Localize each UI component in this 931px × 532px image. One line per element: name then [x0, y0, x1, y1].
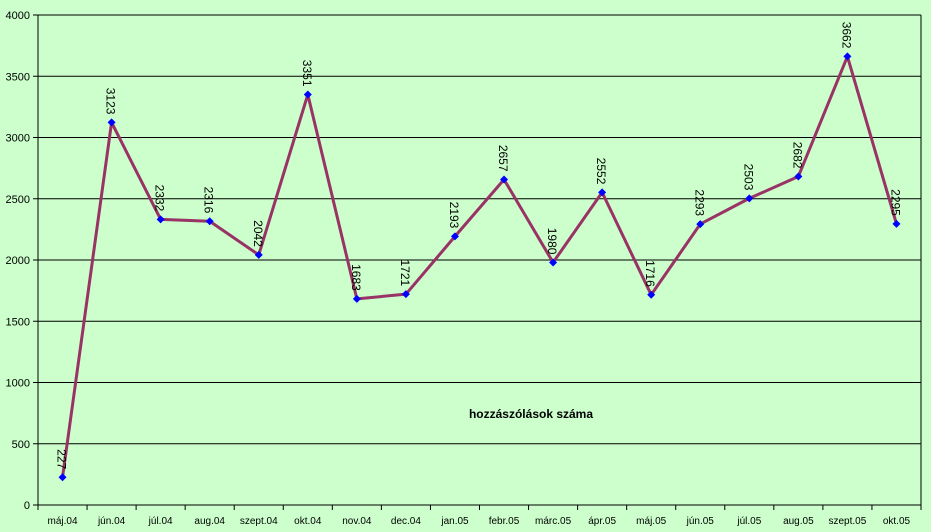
y-tick-label: 1000: [6, 378, 30, 390]
gridlines: [38, 14, 921, 445]
y-tick-label: 0: [24, 500, 30, 512]
data-label: 2295: [888, 189, 902, 216]
y-tick-label: 500: [12, 439, 30, 451]
data-point: [107, 118, 116, 127]
y-tick-label: 2500: [6, 194, 30, 206]
data-point: [401, 290, 410, 299]
data-label: 2657: [496, 145, 510, 172]
data-point: [303, 90, 312, 99]
y-tick-label: 4000: [6, 10, 30, 22]
x-tick-label: jún.04: [97, 516, 126, 527]
data-label: 2332: [153, 185, 167, 212]
data-label: 227: [55, 449, 69, 469]
x-tick-label: jan.05: [440, 516, 469, 527]
data-label: 2316: [202, 187, 216, 214]
x-tick-label: aug.04: [194, 516, 225, 527]
data-point: [647, 290, 656, 299]
data-point: [843, 52, 852, 61]
data-point: [696, 220, 705, 229]
data-label: 2293: [692, 189, 706, 216]
data-point: [892, 219, 901, 228]
x-tick-label: febr.05: [489, 516, 520, 527]
data-point: [500, 175, 509, 184]
data-point: [794, 172, 803, 181]
y-tick-label: 3000: [6, 133, 30, 145]
x-tick-label: júl.05: [736, 516, 761, 527]
x-tick-label: szept.04: [240, 516, 278, 527]
data-label: 2193: [447, 202, 461, 229]
data-point: [58, 473, 67, 482]
data-label: 3662: [839, 22, 853, 49]
data-label: 1721: [398, 259, 412, 286]
axes: 0 500 1000 1500 2000 2500 3000 3500 4000 máj.04 jú…: [6, 10, 922, 527]
x-tick-label: jún.05: [686, 516, 715, 527]
series-line: [61, 54, 898, 478]
data-label: 3123: [104, 88, 118, 115]
x-tick-label: okt.04: [294, 516, 322, 527]
data-label: 1683: [349, 264, 363, 291]
data-label: 2552: [594, 158, 608, 185]
data-label: 2503: [741, 164, 755, 191]
data-point: [450, 232, 459, 241]
y-tick-label: 3500: [6, 71, 30, 83]
x-tick-label: dec.04: [391, 516, 421, 527]
x-tick-label: márc.05: [535, 516, 572, 527]
x-tick-label: máj.05: [636, 516, 666, 527]
x-tick-label: okt.05: [883, 516, 911, 527]
data-point: [205, 217, 214, 226]
data-label: 1980: [545, 228, 559, 255]
data-label: 2042: [251, 220, 265, 247]
x-tick-label: máj.04: [48, 516, 78, 527]
series: [58, 52, 901, 482]
chart-annotation: hozzászólások száma: [469, 407, 593, 421]
y-tick-label: 1500: [6, 316, 30, 328]
data-point: [156, 215, 165, 224]
data-point: [598, 188, 607, 197]
x-tick-label: szept.05: [829, 516, 867, 527]
x-tick-label: júl.04: [148, 516, 173, 527]
x-tick-label: aug.05: [783, 516, 814, 527]
data-label: 3351: [300, 60, 314, 87]
data-label: 1716: [643, 260, 657, 287]
data-point: [254, 250, 263, 259]
data-point: [352, 294, 361, 303]
data-labels: 227 3123 2332 2316 2042 3351 1683 1721 2193 2657 1…: [55, 22, 903, 470]
x-tick-label: ápr.05: [588, 516, 616, 527]
y-tick-label: 2000: [6, 255, 30, 267]
data-point: [745, 194, 754, 203]
data-label: 2682: [790, 142, 804, 169]
data-point: [549, 258, 558, 267]
x-tick-label: nov.04: [342, 516, 372, 527]
